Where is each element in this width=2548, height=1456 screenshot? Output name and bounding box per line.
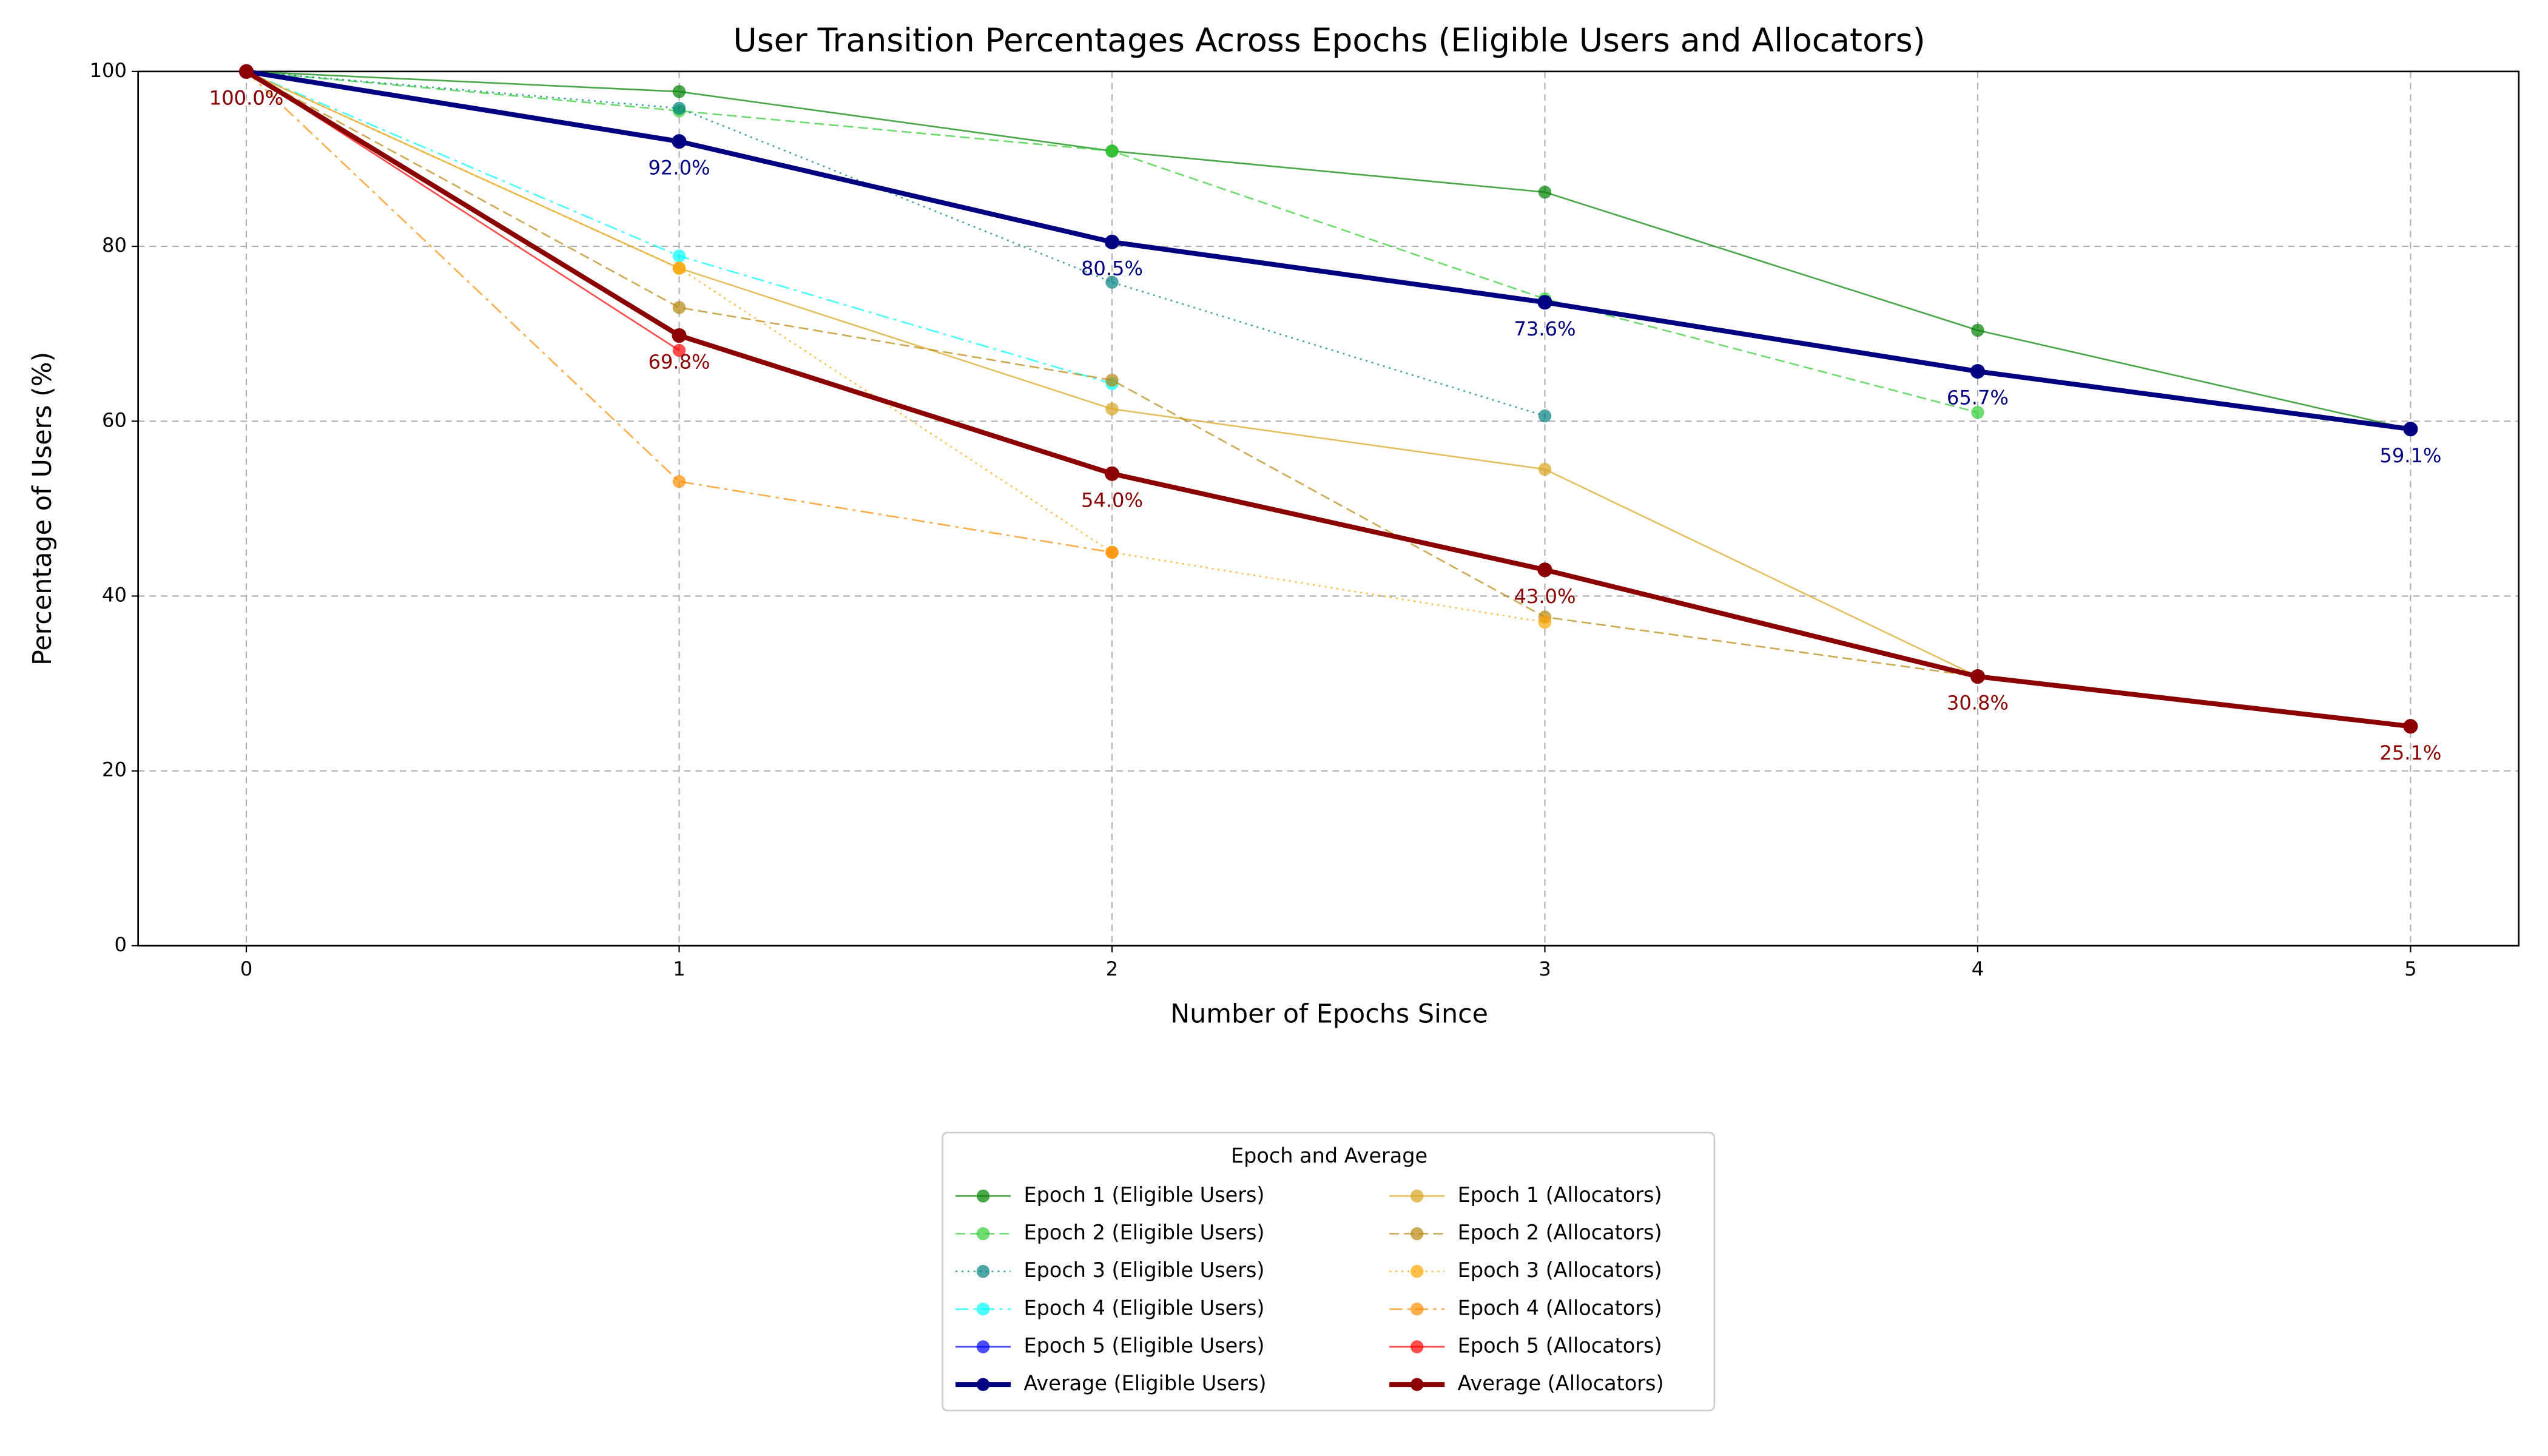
point-marker bbox=[672, 301, 686, 314]
data-label: 43.0% bbox=[1514, 585, 1576, 608]
legend-label: Epoch 2 (Allocators) bbox=[1458, 1221, 1662, 1244]
legend-marker bbox=[1410, 1303, 1424, 1316]
point-marker bbox=[1971, 406, 1984, 419]
legend-label: Epoch 4 (Eligible Users) bbox=[1024, 1296, 1265, 1320]
point-marker bbox=[1971, 323, 1984, 337]
data-label: 59.1% bbox=[2379, 444, 2441, 467]
point-marker bbox=[1538, 616, 1552, 629]
data-label: 65.7% bbox=[1947, 386, 2009, 410]
legend-label: Epoch 5 (Eligible Users) bbox=[1024, 1334, 1265, 1358]
legend-marker bbox=[976, 1189, 990, 1203]
point-marker bbox=[1105, 402, 1119, 416]
point-marker bbox=[1537, 562, 1552, 578]
y-tick-label: 20 bbox=[102, 758, 127, 781]
chart-title: User Transition Percentages Across Epoch… bbox=[733, 21, 1926, 59]
data-label: 30.8% bbox=[1947, 692, 2009, 715]
point-marker bbox=[672, 101, 686, 115]
data-label: 25.1% bbox=[2379, 741, 2441, 764]
series-line bbox=[246, 70, 1545, 624]
legend-marker bbox=[1410, 1378, 1424, 1391]
point-marker bbox=[2403, 422, 2418, 437]
point-marker bbox=[1970, 364, 1985, 379]
legend-title: Epoch and Average bbox=[1231, 1144, 1427, 1168]
series-line bbox=[246, 70, 1545, 417]
data-label: 100.0% bbox=[209, 86, 284, 109]
legend-label: Average (Allocators) bbox=[1458, 1372, 1664, 1395]
point-marker bbox=[672, 85, 686, 98]
data-label: 92.0% bbox=[648, 157, 710, 180]
legend-marker bbox=[976, 1303, 990, 1316]
point-marker bbox=[672, 249, 686, 263]
point-marker bbox=[1105, 545, 1119, 559]
point-marker bbox=[672, 328, 687, 343]
y-axis-label: Percentage of Users (%) bbox=[27, 352, 58, 666]
legend-marker bbox=[976, 1265, 990, 1278]
series-line bbox=[246, 70, 2411, 430]
y-tick-label: 100 bbox=[90, 59, 127, 82]
point-marker bbox=[2403, 719, 2418, 734]
legend-label: Average (Eligible Users) bbox=[1024, 1372, 1267, 1395]
legend-label: Epoch 2 (Eligible Users) bbox=[1024, 1221, 1265, 1244]
point-marker bbox=[1537, 295, 1552, 310]
legend-marker bbox=[976, 1227, 990, 1241]
series-line bbox=[244, 69, 2411, 729]
point-marker bbox=[1104, 466, 1120, 481]
legend-label: Epoch 1 (Eligible Users) bbox=[1024, 1183, 1265, 1207]
series-line bbox=[246, 70, 1978, 678]
data-label: 100.0% bbox=[209, 86, 284, 109]
point-marker bbox=[1104, 234, 1120, 249]
x-tick-label: 5 bbox=[2404, 957, 2416, 980]
data-label: 80.5% bbox=[1081, 257, 1143, 280]
y-tick-label: 60 bbox=[102, 408, 127, 431]
legend-label: Epoch 3 (Eligible Users) bbox=[1024, 1258, 1265, 1282]
point-marker bbox=[1105, 144, 1119, 158]
x-tick-label: 3 bbox=[1539, 957, 1551, 980]
point-marker bbox=[1538, 409, 1552, 423]
legend-box bbox=[942, 1131, 1716, 1412]
point-marker bbox=[672, 343, 686, 357]
x-tick-label: 0 bbox=[240, 957, 252, 980]
x-axis-label: Number of Epochs Since bbox=[1170, 999, 1488, 1030]
point-marker bbox=[1970, 669, 1985, 684]
legend-marker bbox=[1410, 1227, 1424, 1241]
legend-marker bbox=[1410, 1340, 1424, 1353]
data-label: 69.8% bbox=[648, 351, 710, 374]
plot-frame bbox=[137, 70, 2520, 947]
x-tick-label: 2 bbox=[1106, 957, 1118, 980]
point-marker bbox=[238, 64, 254, 79]
data-label: 73.6% bbox=[1514, 317, 1576, 340]
point-marker bbox=[1105, 373, 1119, 387]
legend-label: Epoch 4 (Allocators) bbox=[1458, 1296, 1662, 1320]
legend-marker bbox=[976, 1378, 990, 1391]
point-marker bbox=[672, 134, 687, 149]
y-tick-label: 0 bbox=[114, 933, 126, 956]
point-marker bbox=[1105, 275, 1119, 289]
legend-marker bbox=[976, 1340, 990, 1353]
legend-label: Epoch 1 (Allocators) bbox=[1458, 1183, 1662, 1207]
y-tick-label: 40 bbox=[102, 584, 127, 607]
point-marker bbox=[672, 261, 686, 275]
y-tick-label: 80 bbox=[102, 234, 127, 257]
point-marker bbox=[1538, 462, 1552, 476]
series-line bbox=[246, 69, 2411, 432]
x-tick-label: 1 bbox=[673, 957, 685, 980]
point-marker bbox=[672, 475, 686, 488]
legend-marker bbox=[1410, 1189, 1424, 1203]
x-tick-label: 4 bbox=[1972, 957, 1984, 980]
series-line bbox=[246, 70, 1113, 553]
legend-label: Epoch 5 (Allocators) bbox=[1458, 1334, 1662, 1358]
data-label: 54.0% bbox=[1081, 488, 1143, 511]
legend-label: Epoch 3 (Allocators) bbox=[1458, 1258, 1662, 1282]
point-marker bbox=[1538, 186, 1552, 199]
legend-marker bbox=[1410, 1265, 1424, 1278]
